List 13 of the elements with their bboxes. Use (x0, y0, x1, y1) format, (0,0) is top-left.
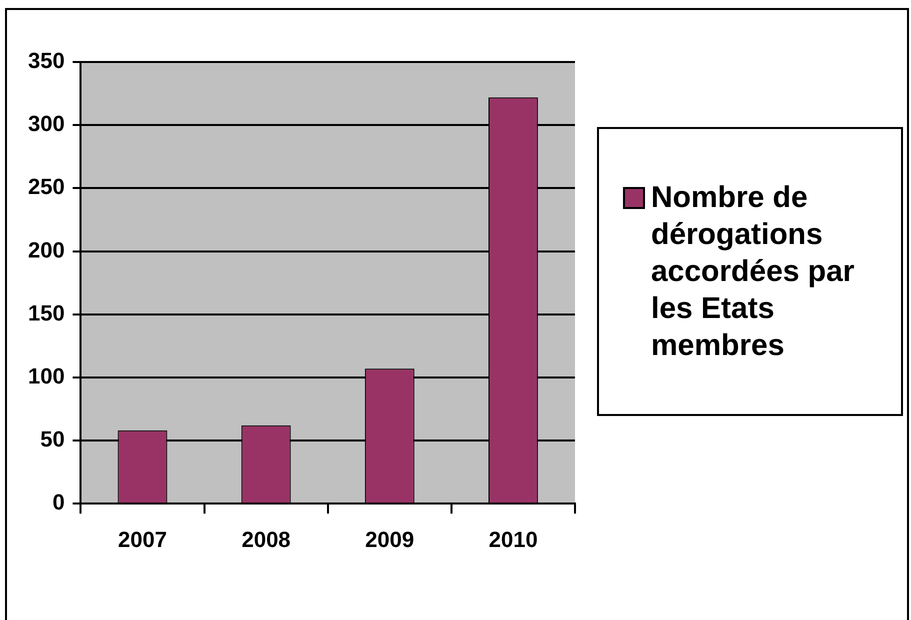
y-tick-label: 300 (28, 111, 65, 136)
x-tick-label: 2009 (365, 526, 414, 552)
y-tick-label: 50 (40, 426, 65, 452)
y-tick-label: 150 (28, 300, 65, 326)
y-tick-label: 250 (28, 174, 65, 200)
y-tick-label: 200 (28, 237, 65, 262)
x-tick-label: 2007 (118, 526, 167, 552)
y-tick-label: 100 (28, 363, 65, 388)
x-tick-label: 2010 (488, 526, 538, 552)
legend-label: Nombre de dérogations accordées par les Etats membres (651, 180, 856, 364)
y-tick-label: 350 (28, 48, 65, 74)
x-tick-label: 2008 (242, 526, 291, 552)
y-tick-label: 0 (52, 490, 65, 515)
